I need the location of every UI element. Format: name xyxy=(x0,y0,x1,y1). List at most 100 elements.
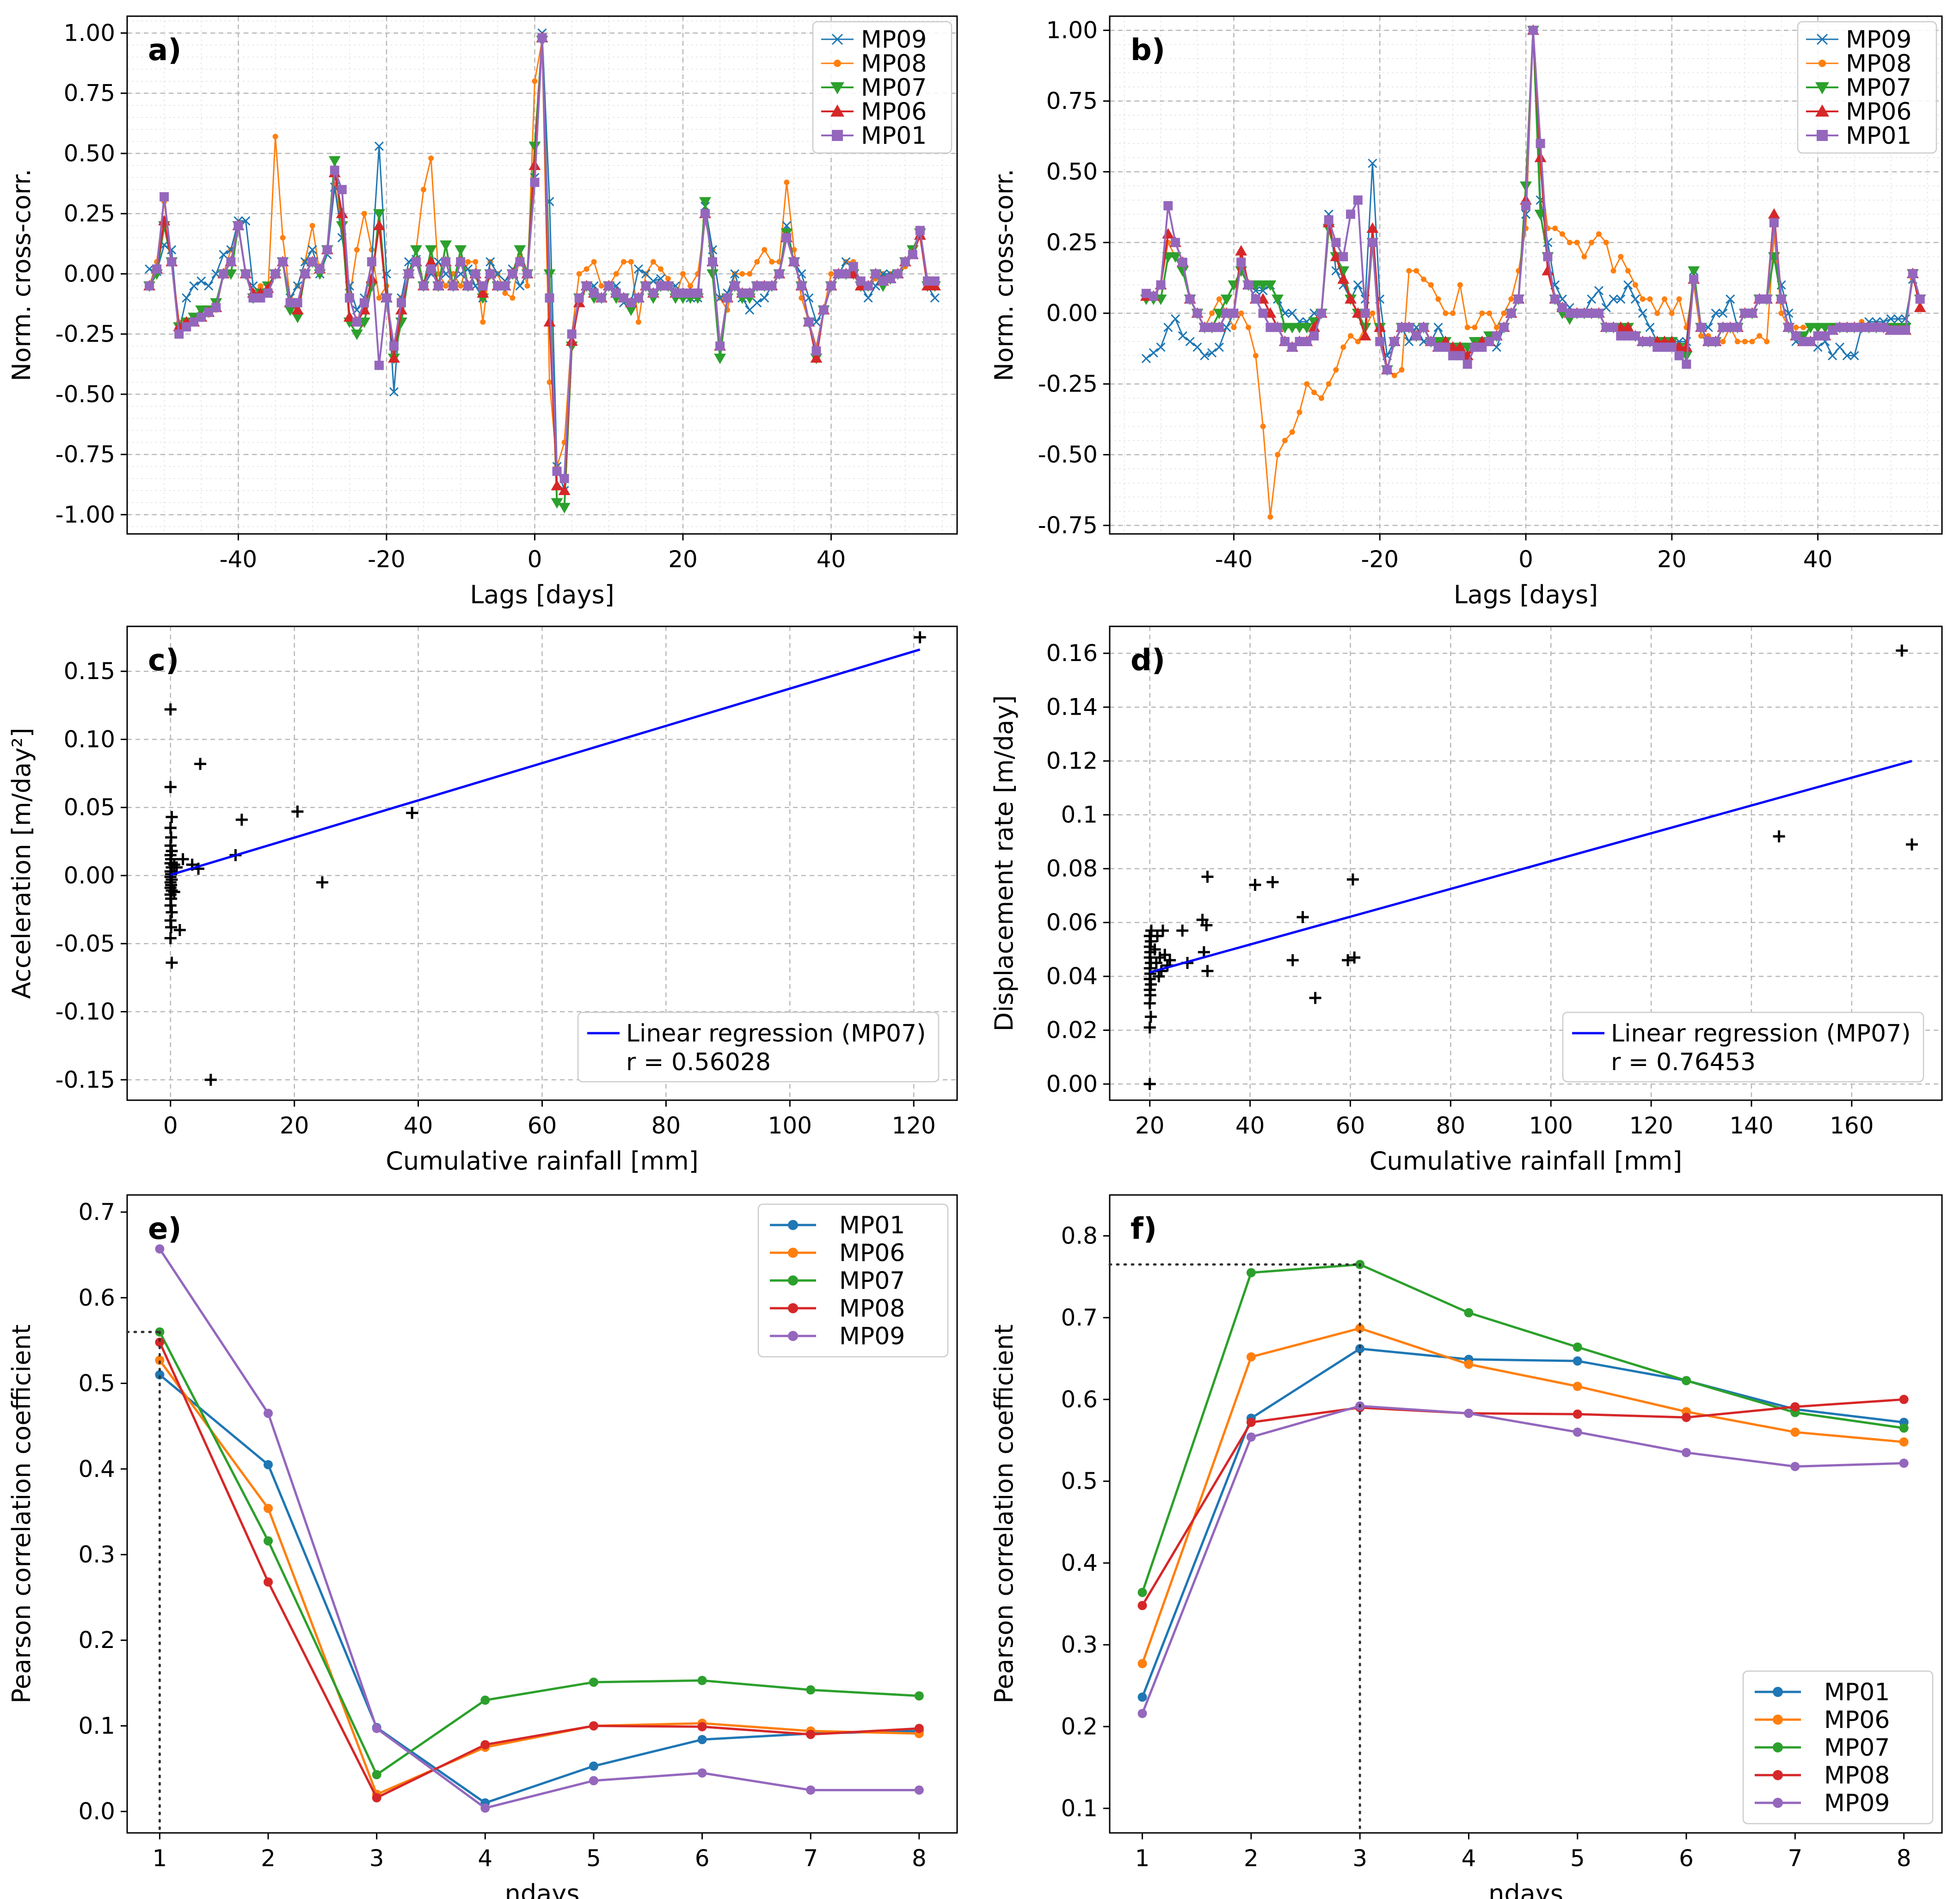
data-point xyxy=(723,293,732,303)
data-point xyxy=(263,288,273,298)
series-mp08 xyxy=(1137,1395,1909,1611)
data-point xyxy=(863,281,873,291)
data-point xyxy=(1201,870,1214,883)
data-point xyxy=(1207,348,1217,358)
data-point xyxy=(1487,310,1493,316)
data-point xyxy=(264,1577,273,1587)
data-point xyxy=(1331,238,1341,247)
data-point xyxy=(1151,930,1164,942)
series-line xyxy=(159,1360,919,1796)
data-point xyxy=(834,269,843,279)
panel-c: 0 20 40 60 80 100 120 -0.15 -0.10 -0.05 0.00 0.05 0.… xyxy=(7,625,958,1176)
data-point xyxy=(1433,323,1443,332)
data-point xyxy=(1726,294,1735,304)
data-point xyxy=(688,283,694,289)
x-tick-label: 0 xyxy=(528,546,542,573)
x-tick-label: 6 xyxy=(695,1845,710,1872)
x-axis-label: ndays xyxy=(505,1879,580,1899)
data-point xyxy=(173,924,186,936)
data-point xyxy=(811,346,821,356)
data-point xyxy=(1698,333,1704,339)
data-point xyxy=(155,1244,165,1254)
data-point xyxy=(532,78,538,84)
legend-label: MP06 xyxy=(1846,98,1911,126)
data-point xyxy=(1755,294,1764,304)
data-point xyxy=(1660,343,1669,352)
data-point xyxy=(387,352,400,363)
data-point xyxy=(1552,226,1558,232)
data-point xyxy=(1813,331,1823,341)
data-point xyxy=(1246,325,1251,331)
x-tick-label: 60 xyxy=(1336,1112,1365,1139)
data-point xyxy=(352,317,362,327)
data-point xyxy=(806,1685,816,1695)
y-tick-label: 0.06 xyxy=(1046,909,1098,936)
data-point xyxy=(1682,359,1691,369)
y-axis-label: Pearson correlation coefficient xyxy=(7,1324,36,1703)
data-point xyxy=(558,502,571,514)
data-point xyxy=(1573,1382,1582,1391)
x-tick-label: 6 xyxy=(1679,1845,1694,1872)
series-mp01 xyxy=(1137,1344,1909,1702)
data-point xyxy=(604,281,614,291)
y-tick-label: 0.16 xyxy=(1046,640,1098,667)
data-point xyxy=(582,281,591,291)
data-point xyxy=(1355,1323,1365,1333)
data-point xyxy=(241,269,251,279)
data-point xyxy=(782,233,792,243)
data-point xyxy=(166,906,178,919)
legend-label: MP01 xyxy=(861,122,927,150)
data-point xyxy=(204,1073,217,1086)
data-point xyxy=(650,259,656,265)
data-point xyxy=(1849,351,1859,361)
legend: Linear regression (MP07)r = 0.76453 xyxy=(1562,1011,1924,1083)
x-tick-label: 2 xyxy=(1244,1845,1259,1872)
data-point xyxy=(524,283,530,289)
data-point xyxy=(1623,331,1633,341)
data-point xyxy=(1886,325,1896,335)
plot-area-b xyxy=(1140,24,1926,520)
data-point xyxy=(1638,308,1647,318)
data-point xyxy=(1662,296,1667,302)
y-tick-label: 0.3 xyxy=(1061,1631,1098,1658)
data-point xyxy=(248,293,258,303)
data-point xyxy=(589,288,599,298)
data-point xyxy=(1333,367,1339,373)
panel-a: -40 -20 0 20 40 -1.00 -0.75 -0.50 -0.25 0.00 0.25 0… xyxy=(7,15,958,609)
x-tick-label: 3 xyxy=(369,1845,384,1872)
y-tick-label: -1.00 xyxy=(55,501,115,528)
data-point xyxy=(1623,280,1633,290)
data-point xyxy=(826,281,836,291)
data-point xyxy=(160,192,169,202)
data-point xyxy=(522,269,532,279)
data-point xyxy=(1501,310,1507,316)
data-point xyxy=(1355,1344,1365,1354)
data-point xyxy=(1557,303,1567,312)
data-point xyxy=(714,353,726,364)
data-point xyxy=(1345,293,1357,304)
data-point xyxy=(1864,323,1874,332)
data-point xyxy=(389,341,399,351)
y-tick-label: 0.7 xyxy=(1061,1304,1098,1331)
x-tick-label: -20 xyxy=(1361,546,1399,573)
data-point xyxy=(1185,337,1195,346)
x-tick-label: -20 xyxy=(368,546,406,573)
data-point xyxy=(752,281,762,291)
data-point xyxy=(1653,343,1662,352)
y-tick-label: -0.75 xyxy=(55,441,115,468)
data-point xyxy=(1711,337,1720,346)
data-point xyxy=(425,256,437,267)
data-point xyxy=(373,209,385,220)
reference-line xyxy=(1108,1263,1361,1834)
data-point xyxy=(480,1695,490,1705)
legend-marker xyxy=(1773,1715,1783,1725)
data-point xyxy=(1784,323,1794,332)
legend-label: MP06 xyxy=(839,1239,905,1267)
data-point xyxy=(1149,291,1158,301)
y-tick-label: 0.1 xyxy=(1061,802,1098,828)
data-point xyxy=(1309,331,1319,341)
data-point xyxy=(589,1776,598,1786)
legend-marker xyxy=(788,1275,798,1286)
data-point xyxy=(1266,876,1279,888)
